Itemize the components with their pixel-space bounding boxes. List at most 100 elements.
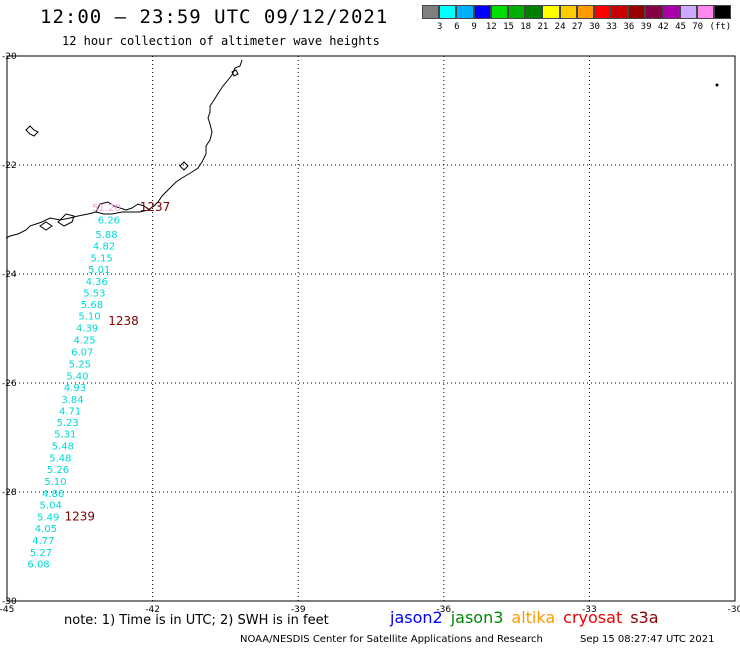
legend-swatch <box>559 5 577 19</box>
wave-height-label: 6.07 <box>71 347 93 358</box>
wave-height-label: 51.20 <box>92 203 121 214</box>
legend-swatch <box>679 5 697 19</box>
wave-height-label: 4.05 <box>35 524 57 535</box>
legend-swatch <box>593 5 612 19</box>
wave-height-label: 4.39 <box>76 323 98 334</box>
lat-tick-label: -28 <box>2 488 17 498</box>
wave-height-label: 5.15 <box>91 254 113 265</box>
lat-tick-label: -22 <box>2 161 17 171</box>
legend-swatch <box>456 5 474 19</box>
generated-timestamp: Sep 15 08:27:47 UTC 2021 <box>580 634 715 645</box>
wave-height-label: 5.27 <box>30 548 52 559</box>
wave-height-label: 4.25 <box>74 335 96 346</box>
satellite-jason2: jason2 <box>390 608 443 627</box>
legend-swatch <box>697 5 715 19</box>
wave-height-label: 5.01 <box>88 265 110 276</box>
lon-tick-label: -33 <box>582 605 597 615</box>
coastline-mainland <box>5 59 243 239</box>
wave-height-label: 5.68 <box>81 300 103 311</box>
map-grid <box>7 56 735 601</box>
legend-swatch <box>542 5 560 19</box>
lat-tick-label: -20 <box>2 52 17 62</box>
wave-height-label: 5.49 <box>37 513 59 524</box>
legend-swatch <box>576 5 594 19</box>
satellite-cryosat: cryosat <box>563 608 623 627</box>
lon-tick-label: -45 <box>0 605 14 615</box>
satellite-altika: altika <box>511 608 556 627</box>
wave-height-label: 5.31 <box>54 430 76 441</box>
legend-label: 18 <box>520 22 532 32</box>
satellite-legend: jason2 jason3 altika cryosat s3a <box>390 608 667 627</box>
credit-text: NOAA/NESDIS Center for Satellite Applica… <box>240 634 543 645</box>
wave-height-label: 5.10 <box>44 477 66 488</box>
legend-swatch <box>439 5 457 19</box>
island <box>231 69 239 77</box>
page-title: 12:00 — 23:59 UTC 09/12/2021 <box>40 6 389 28</box>
lat-tick-label: -26 <box>2 379 17 389</box>
orbit-labels: 1237 1238 1239 <box>65 200 171 524</box>
legend-unit: (ft) <box>709 22 732 32</box>
legend-label: 21 <box>537 22 549 32</box>
lon-tick-label: -42 <box>145 605 160 615</box>
legend-swatch <box>645 5 663 19</box>
legend-swatch <box>490 5 508 19</box>
wave-height-label: 4.71 <box>59 406 81 417</box>
legend-label: 30 <box>589 22 600 32</box>
legend-label: 12 <box>485 22 497 32</box>
satellite-jason3: jason3 <box>450 608 504 627</box>
wave-height-label: 5.48 <box>49 454 71 465</box>
wave-height-label: 5.53 <box>83 289 105 300</box>
wave-height-label: 4.82 <box>93 242 115 253</box>
coastline-bay <box>95 201 151 213</box>
wave-height-label: 5.25 <box>69 359 91 370</box>
legend-swatch <box>507 5 526 19</box>
legend-label: 45 <box>675 22 686 32</box>
legend-label: 39 <box>640 22 652 32</box>
color-legend-labels: 3 6 9 12 15 18 21 24 27 30 33 36 39 42 45 70 (ft) <box>422 22 740 36</box>
legend-swatch <box>473 5 491 19</box>
wave-height-label: 5.04 <box>40 501 62 512</box>
legend-swatch <box>422 5 440 19</box>
legend-label: 6 <box>454 22 460 32</box>
legend-label: 9 <box>471 22 477 32</box>
satellite-s3a: s3a <box>630 608 659 627</box>
wave-height-label: 3.84 <box>61 395 83 406</box>
orbit-number-label: 1238 <box>108 314 139 328</box>
legend-label: 24 <box>554 22 566 32</box>
legend-label: 33 <box>606 22 618 32</box>
legend-swatch <box>662 5 680 19</box>
island <box>715 83 719 87</box>
island <box>179 161 189 171</box>
legend-label: 15 <box>503 22 514 32</box>
lon-tick-label: -30 <box>728 605 740 615</box>
wave-height-label: 5.48 <box>52 442 74 453</box>
wave-height-labels: 51.206.265.884.825.155.014.365.535.685.1… <box>27 203 120 570</box>
wave-height-label: 4.93 <box>64 383 86 394</box>
orbit-number-label: 1237 <box>140 200 171 214</box>
map-frame <box>6 55 736 602</box>
wave-height-label: 5.40 <box>66 371 88 382</box>
lat-tick-label: -30 <box>2 597 17 607</box>
island <box>39 221 53 231</box>
island <box>57 213 75 227</box>
legend-swatch <box>525 5 543 19</box>
axis-tick-labels: -45 -42 -39 -36 -33 -30 -20 -22 -24 -26 -28 -30 <box>0 52 740 615</box>
orbit-number-label: 1239 <box>65 510 96 524</box>
island <box>25 125 39 137</box>
legend-label: 70 <box>692 22 704 32</box>
wave-height-label: 5.10 <box>78 311 100 322</box>
legend-swatch <box>628 5 646 19</box>
color-legend <box>422 5 732 19</box>
lat-tick-label: -24 <box>2 270 17 280</box>
footer-note: note: 1) Time is in UTC; 2) SWH is in fe… <box>64 613 329 628</box>
legend-label: 27 <box>571 22 583 32</box>
wave-height-label: 5.26 <box>47 465 69 476</box>
coastline <box>5 59 719 239</box>
wave-height-label: 5.88 <box>95 230 117 241</box>
wave-height-label: 6.26 <box>98 216 120 227</box>
wave-height-label: 4.77 <box>32 536 54 547</box>
legend-label: 3 <box>436 22 443 32</box>
wave-height-label: 4.36 <box>86 277 108 288</box>
page-subtitle: 12 hour collection of altimeter wave hei… <box>62 34 380 48</box>
